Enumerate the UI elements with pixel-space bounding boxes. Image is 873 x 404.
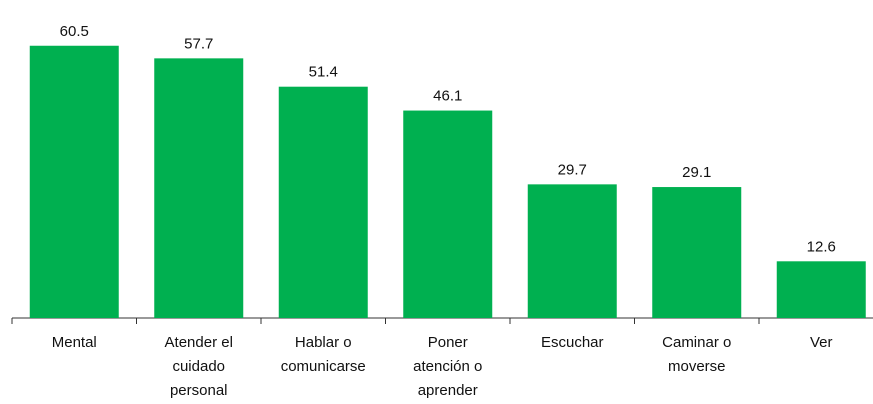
bar [403,110,493,318]
x-tick-label: Poner atención o aprender [413,334,483,399]
x-tick-label: Atender el cuidado personal [164,334,233,399]
x-tick-label: Escuchar [540,334,604,351]
value-label: 57.7 [184,35,213,52]
bar [652,187,742,318]
bar [527,184,617,318]
bar [776,261,866,318]
x-tick-label: Hablar o comunicarse [280,334,366,375]
x-tick-label: Ver [809,334,833,351]
x-tick-label: Caminar o moverse [662,334,732,375]
value-label: 60.5 [60,23,89,40]
bar [154,58,244,318]
value-label: 29.7 [558,161,587,178]
x-tick-label: Mental [51,334,97,351]
value-label: 29.1 [682,164,711,181]
value-label: 46.1 [433,88,462,105]
bar [278,86,368,318]
bar [29,45,119,318]
value-label: 51.4 [309,64,338,81]
value-label: 12.6 [807,238,836,255]
